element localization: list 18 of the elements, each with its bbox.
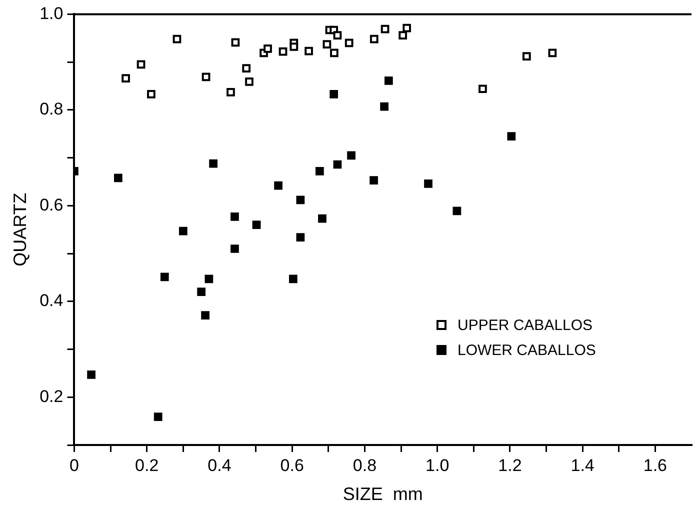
y-tick-label: 0.6 (40, 195, 64, 214)
legend-label: UPPER CABALLOS (458, 317, 593, 334)
x-tick-label: 0 (70, 456, 79, 475)
x-tick-label: 1.0 (426, 456, 450, 475)
y-tick-label: 0.4 (40, 291, 64, 310)
x-tick-label: 0.2 (135, 456, 159, 475)
legend-label: LOWER CABALLOS (458, 342, 596, 360)
y-tick-label: 0.2 (40, 386, 64, 406)
y-tick-label: 0.8 (40, 100, 64, 119)
y-axis-title: QUARTZ (10, 192, 30, 266)
x-tick-label: 0.8 (352, 456, 377, 475)
x-tick-label: 1.4 (570, 456, 594, 475)
x-tick-label: 1.2 (498, 456, 522, 475)
y-tick-label: 1.0 (40, 4, 64, 23)
x-axis-title: SIZE mm (342, 484, 423, 504)
x-tick-label: 0.4 (208, 456, 232, 475)
x-tick-label: 0.6 (280, 456, 304, 475)
x-tick-label: 1.6 (643, 456, 668, 475)
